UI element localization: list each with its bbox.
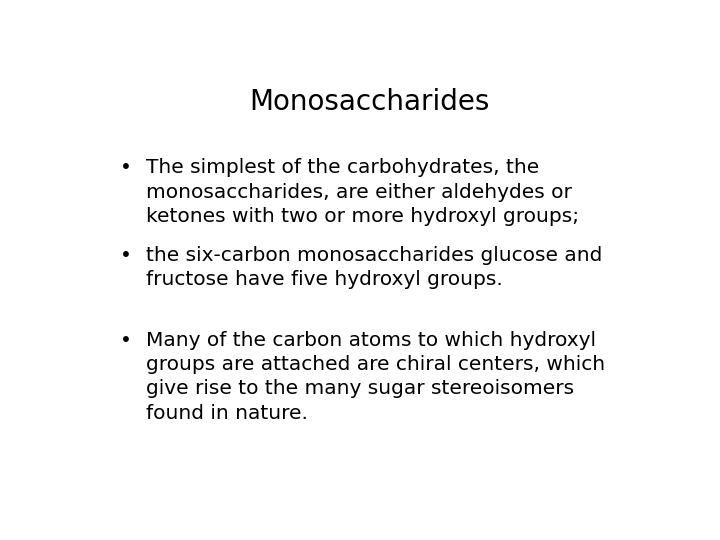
Text: The simplest of the carbohydrates, the
monosaccharides, are either aldehydes or
: The simplest of the carbohydrates, the m…: [145, 158, 579, 226]
Text: Many of the carbon atoms to which hydroxyl
groups are attached are chiral center: Many of the carbon atoms to which hydrox…: [145, 331, 605, 423]
Text: the six-carbon monosaccharides glucose and
fructose have five hydroxyl groups.: the six-carbon monosaccharides glucose a…: [145, 246, 602, 289]
Text: •: •: [120, 331, 132, 350]
Text: Monosaccharides: Monosaccharides: [249, 87, 489, 116]
Text: •: •: [120, 158, 132, 177]
Text: •: •: [120, 246, 132, 265]
